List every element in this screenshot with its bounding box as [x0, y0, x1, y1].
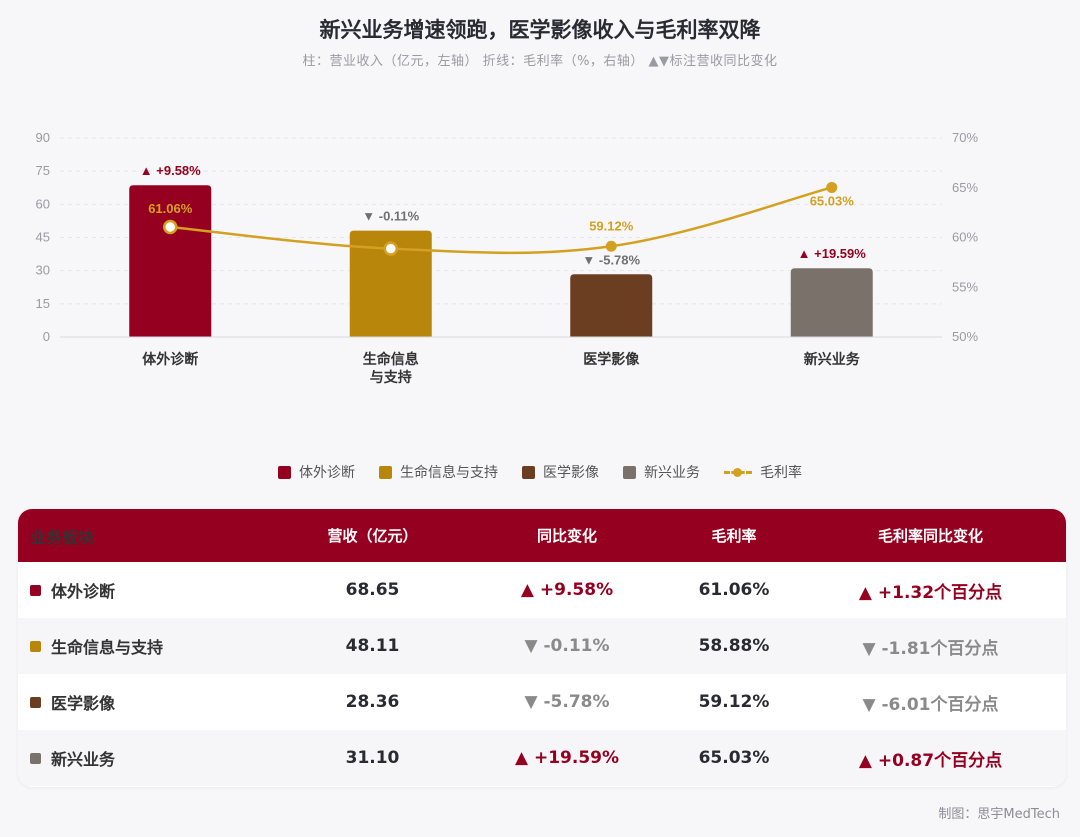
segment-cell: 生命信息与支持 [18, 634, 284, 658]
margin-cell: 61.06% [698, 580, 770, 600]
header-revenue: 营收（亿元） [327, 527, 418, 545]
margin-point [383, 241, 398, 256]
margin-point [163, 219, 178, 235]
credit-text: 制图：思宇MedTech [938, 807, 1060, 822]
y-right-tick-label: 55% [952, 279, 978, 294]
y-left-tick-label: 30 [36, 263, 50, 278]
x-tick-label: 医学影像 [583, 351, 640, 367]
table-row: 体外诊断 68.65 ▲ +9.58% 61.06% ▲ +1.32个百分点 [18, 562, 1066, 618]
segment-cell: 新兴业务 [18, 746, 284, 770]
yoy-cell: ▲ +19.59% [514, 748, 620, 768]
yoy-cell: ▲ +9.58% [520, 580, 614, 600]
segment-name: 生命信息与支持 [51, 638, 164, 657]
legend-swatch [379, 465, 392, 479]
header-margin: 毛利率 [711, 527, 757, 545]
legend-item-margin: 毛利率 [724, 462, 802, 482]
revenue-cell: 48.11 [345, 636, 400, 656]
legend-item-life: 生命信息与支持 [379, 462, 498, 482]
y-left-tick-label: 90 [36, 130, 50, 145]
margin-line [170, 186, 833, 255]
bar [790, 268, 873, 337]
bar [349, 230, 432, 337]
segment-name: 新兴业务 [51, 750, 116, 769]
legend-label: 新兴业务 [644, 465, 700, 481]
legend-item-emerging: 新兴业务 [623, 462, 700, 482]
table-header: 业务板块 营收（亿元） 同比变化 毛利率 毛利率同比变化 [18, 509, 1066, 562]
segment-cell: 体外诊断 [18, 578, 284, 602]
segment-name: 体外诊断 [51, 582, 116, 601]
legend-label: 医学影像 [543, 465, 599, 481]
margin-change-cell: ▼ -1.81个百分点 [862, 638, 999, 659]
segment-cell: 医学影像 [18, 690, 284, 714]
chart-title: 新兴业务增速领跑，医学影像收入与毛利率双降 [319, 18, 761, 42]
bar-yoy-label: ▲ +9.58% [140, 163, 201, 178]
header-margin-change: 毛利率同比变化 [877, 527, 983, 545]
y-right-tick-label: 50% [952, 329, 978, 344]
segment-name: 医学影像 [51, 694, 116, 713]
legend-swatch [278, 465, 291, 479]
x-tick-label: 生命信息 [363, 351, 419, 367]
segment-swatch [30, 752, 41, 764]
legend-item-ivd: 体外诊断 [278, 462, 355, 482]
y-left-tick-label: 15 [36, 296, 50, 311]
table-row: 新兴业务 31.10 ▲ +19.59% 65.03% ▲ +0.87个百分点 [18, 730, 1066, 786]
revenue-cell: 31.10 [345, 748, 400, 768]
chart-legend: 体外诊断 生命信息与支持 医学影像 新兴业务 毛利率 [0, 462, 1080, 482]
y-right-tick-label: 60% [952, 230, 978, 245]
bar [570, 274, 653, 337]
legend-line-swatch [724, 466, 752, 479]
segment-swatch [30, 640, 41, 652]
x-tick-label: 体外诊断 [142, 351, 198, 367]
yoy-cell: ▼ -0.11% [524, 636, 610, 656]
margin-point-label: 61.06% [148, 201, 193, 216]
bar-yoy-label: ▼ -5.78% [582, 252, 640, 267]
margin-change-cell: ▲ +1.32个百分点 [858, 582, 1003, 603]
y-left-tick-label: 0 [43, 329, 50, 344]
chart-subtitle: 柱：营业收入（亿元，左轴） 折线：毛利率（%，右轴） ▲▼标注营收同比变化 [302, 54, 778, 69]
margin-point [605, 240, 617, 252]
bar-yoy-label: ▼ -0.11% [362, 209, 419, 224]
table-row: 医学影像 28.36 ▼ -5.78% 59.12% ▼ -6.01个百分点 [18, 674, 1066, 730]
segment-swatch [30, 696, 41, 708]
table-row: 生命信息与支持 48.11 ▼ -0.11% 58.88% ▼ -1.81个百分… [18, 618, 1066, 674]
segment-swatch [30, 584, 41, 596]
margin-change-cell: ▼ -6.01个百分点 [862, 694, 999, 715]
margin-change-cell: ▲ +0.87个百分点 [858, 750, 1003, 771]
margin-cell: 59.12% [698, 692, 770, 712]
y-left-tick-label: 45 [36, 230, 50, 245]
margin-point [826, 181, 838, 193]
yoy-cell: ▼ -5.78% [524, 692, 610, 712]
bar [129, 185, 212, 337]
legend-swatch [522, 465, 535, 479]
y-right-tick-label: 70% [952, 130, 978, 145]
x-tick-label: 新兴业务 [804, 351, 861, 367]
bar-yoy-label: ▲ +19.59% [798, 246, 867, 261]
legend-label: 体外诊断 [299, 465, 355, 481]
margin-point-label: 59.12% [589, 218, 634, 233]
revenue-cell: 28.36 [345, 692, 400, 712]
header-segment: 业务板块 [30, 527, 95, 547]
legend-label: 生命信息与支持 [400, 465, 498, 481]
y-left-tick-label: 60 [36, 196, 50, 211]
legend-item-imaging: 医学影像 [522, 462, 599, 482]
header-yoy: 同比变化 [536, 527, 597, 545]
y-left-tick-label: 75 [36, 163, 50, 178]
combo-chart: 0 15 30 45 60 75 90 50% 55% 60% 65% 70% 体外诊断 生命信息与支持 医… [36, 130, 979, 385]
data-table: 业务板块 营收（亿元） 同比变化 毛利率 毛利率同比变化 体外诊断 68.65 … [18, 509, 1066, 787]
y-right-tick-label: 65% [952, 180, 978, 195]
legend-label: 毛利率 [760, 465, 802, 481]
margin-point-label: 65.03% [810, 193, 855, 208]
legend-swatch [623, 465, 636, 479]
margin-cell: 58.88% [698, 636, 770, 656]
margin-cell: 65.03% [698, 748, 770, 768]
revenue-cell: 68.65 [345, 580, 400, 600]
x-tick-label: 与支持 [370, 369, 412, 385]
